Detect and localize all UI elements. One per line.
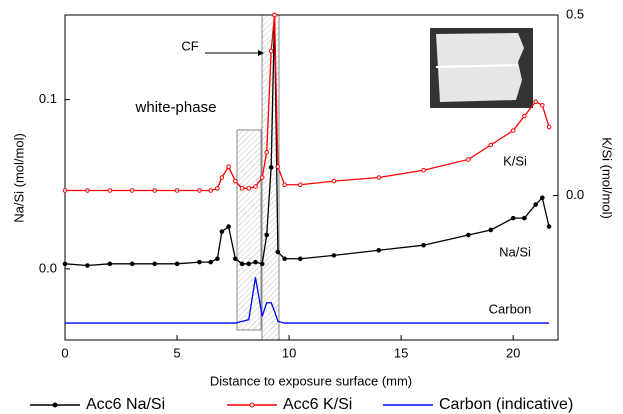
point [233, 256, 238, 262]
point [540, 102, 545, 108]
point [219, 229, 225, 234]
point [62, 261, 68, 267]
point [546, 124, 552, 130]
point [533, 202, 538, 207]
point [129, 261, 135, 267]
point [259, 175, 265, 180]
point [208, 188, 213, 193]
point [540, 195, 545, 201]
point [219, 175, 225, 180]
point [466, 157, 471, 162]
x-tick-label: 0 [61, 345, 68, 360]
annotation: Na/Si [499, 244, 531, 259]
point [275, 164, 281, 169]
point [466, 232, 471, 238]
point [510, 128, 516, 133]
y2-tick-label: 0.5 [566, 6, 584, 21]
cf-arrow-head [258, 50, 264, 56]
series-line [65, 14, 550, 192]
point [282, 256, 287, 262]
annotation: K/Si [503, 153, 527, 168]
y-axis-title: Na/Si (mol/mol) [11, 133, 26, 223]
legend-marker [249, 402, 255, 408]
point [208, 259, 213, 265]
point [522, 215, 527, 221]
point [297, 256, 303, 262]
y2-tick-label: 0.0 [566, 187, 584, 202]
y2-axis-title: K/Si (mol/mol) [600, 137, 615, 219]
x-tick-label: 5 [173, 345, 180, 360]
point [376, 175, 382, 180]
inset-line [435, 64, 519, 68]
white-phase-region [236, 129, 262, 331]
x-tick-label: 10 [282, 345, 296, 360]
point [421, 167, 426, 173]
point [297, 182, 303, 188]
point [264, 232, 269, 238]
point [246, 261, 252, 267]
point [253, 184, 258, 189]
point [522, 113, 527, 119]
series-line [65, 277, 550, 324]
x-axis-title: Distance to exposure surface (mm) [210, 373, 412, 388]
point [152, 188, 157, 193]
point [152, 261, 157, 267]
point [174, 188, 180, 193]
point [107, 188, 113, 193]
point [62, 188, 68, 193]
legend-label: Carbon (indicative) [439, 396, 573, 413]
point [253, 259, 258, 265]
point [197, 188, 202, 193]
point [272, 12, 277, 18]
legend-label: Acc6 K/Si [283, 396, 352, 413]
plot-frame [64, 14, 559, 341]
annotation: CF [181, 38, 198, 53]
point [533, 99, 538, 104]
point [268, 165, 274, 170]
point [85, 188, 90, 193]
point [239, 186, 245, 191]
point [282, 182, 287, 188]
point [239, 261, 245, 267]
annotation: Carbon [489, 301, 532, 316]
point [259, 261, 265, 267]
point [264, 149, 269, 155]
point [215, 256, 220, 262]
legend-marker [52, 402, 58, 408]
point [421, 242, 426, 248]
point [376, 247, 382, 253]
point [275, 249, 281, 255]
point [488, 227, 494, 233]
point [107, 261, 113, 267]
point [197, 259, 202, 265]
point [268, 48, 274, 54]
x-tick-label: 15 [394, 345, 408, 360]
point [226, 164, 231, 169]
point [246, 186, 252, 191]
point [546, 224, 552, 229]
series-line [64, 14, 550, 267]
inset-sample [436, 33, 524, 102]
y-tick-label: 0.0 [39, 260, 57, 275]
point [233, 178, 238, 184]
x-tick-label: 20 [506, 345, 520, 360]
point [510, 215, 516, 221]
legend-label: Acc6 Na/Si [86, 396, 165, 413]
point [85, 263, 90, 268]
point [129, 188, 135, 193]
point [226, 224, 231, 229]
point [331, 253, 337, 258]
point [174, 261, 180, 267]
point [215, 186, 220, 191]
point [331, 178, 337, 184]
y-tick-label: 0.1 [39, 91, 57, 106]
point [488, 142, 494, 148]
annotation: white-phase [135, 99, 217, 116]
